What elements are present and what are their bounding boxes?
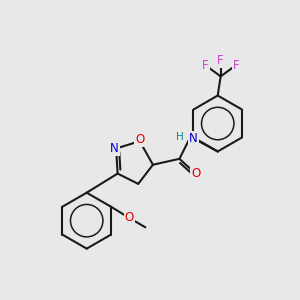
Text: N: N bbox=[110, 142, 119, 155]
Text: O: O bbox=[135, 133, 144, 146]
Text: O: O bbox=[124, 212, 134, 224]
Text: F: F bbox=[202, 59, 209, 72]
Text: H: H bbox=[176, 132, 184, 142]
Text: O: O bbox=[191, 167, 200, 180]
Text: F: F bbox=[218, 54, 224, 67]
Text: N: N bbox=[189, 132, 198, 145]
Text: F: F bbox=[233, 59, 239, 72]
